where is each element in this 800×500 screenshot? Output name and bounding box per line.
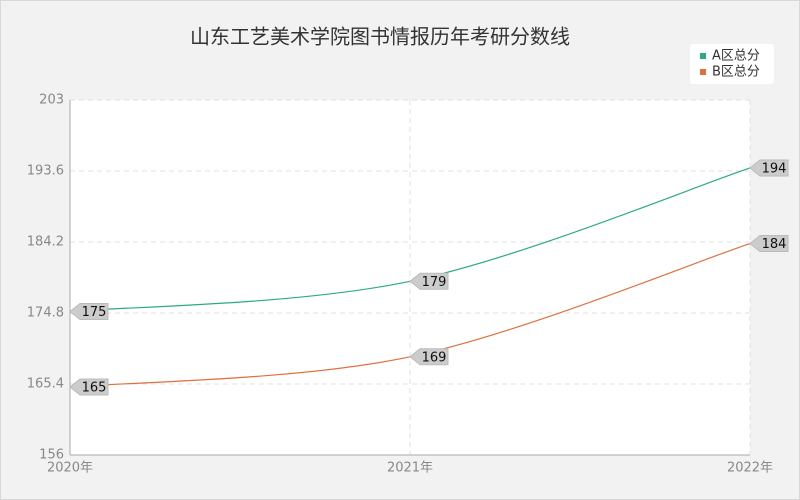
legend-label: A区总分 bbox=[712, 49, 760, 64]
plot-area bbox=[70, 100, 750, 455]
legend-swatch bbox=[700, 69, 706, 75]
y-tick-label: 203 bbox=[39, 93, 64, 108]
y-tick-label: 193.6 bbox=[27, 164, 64, 179]
y-tick-label: 184.2 bbox=[27, 235, 64, 250]
y-tick-label: 165.4 bbox=[27, 377, 64, 392]
y-tick-label: 156 bbox=[39, 448, 64, 463]
value-label-tag bbox=[69, 302, 109, 320]
legend-label: B区总分 bbox=[712, 65, 760, 80]
value-label: 165 bbox=[82, 381, 107, 396]
value-label-tag bbox=[409, 272, 449, 290]
legend-swatch bbox=[700, 53, 706, 59]
value-label-tag bbox=[749, 235, 789, 253]
x-tick-label: 2020年 bbox=[47, 461, 93, 476]
value-label: 169 bbox=[422, 350, 447, 365]
legend-box bbox=[690, 44, 774, 84]
value-label: 194 bbox=[762, 161, 787, 176]
chart-title: 山东工艺美术学院图书情报历年考研分数线 bbox=[190, 25, 570, 49]
value-label: 175 bbox=[82, 305, 107, 320]
value-label-tag bbox=[409, 348, 449, 366]
value-label-tag bbox=[69, 378, 109, 396]
value-label: 184 bbox=[762, 237, 787, 252]
x-tick-label: 2022年 bbox=[727, 461, 773, 476]
value-label-tag bbox=[749, 159, 789, 177]
x-tick-label: 2021年 bbox=[387, 461, 433, 476]
value-label: 179 bbox=[422, 275, 447, 290]
y-tick-label: 174.8 bbox=[27, 306, 64, 321]
